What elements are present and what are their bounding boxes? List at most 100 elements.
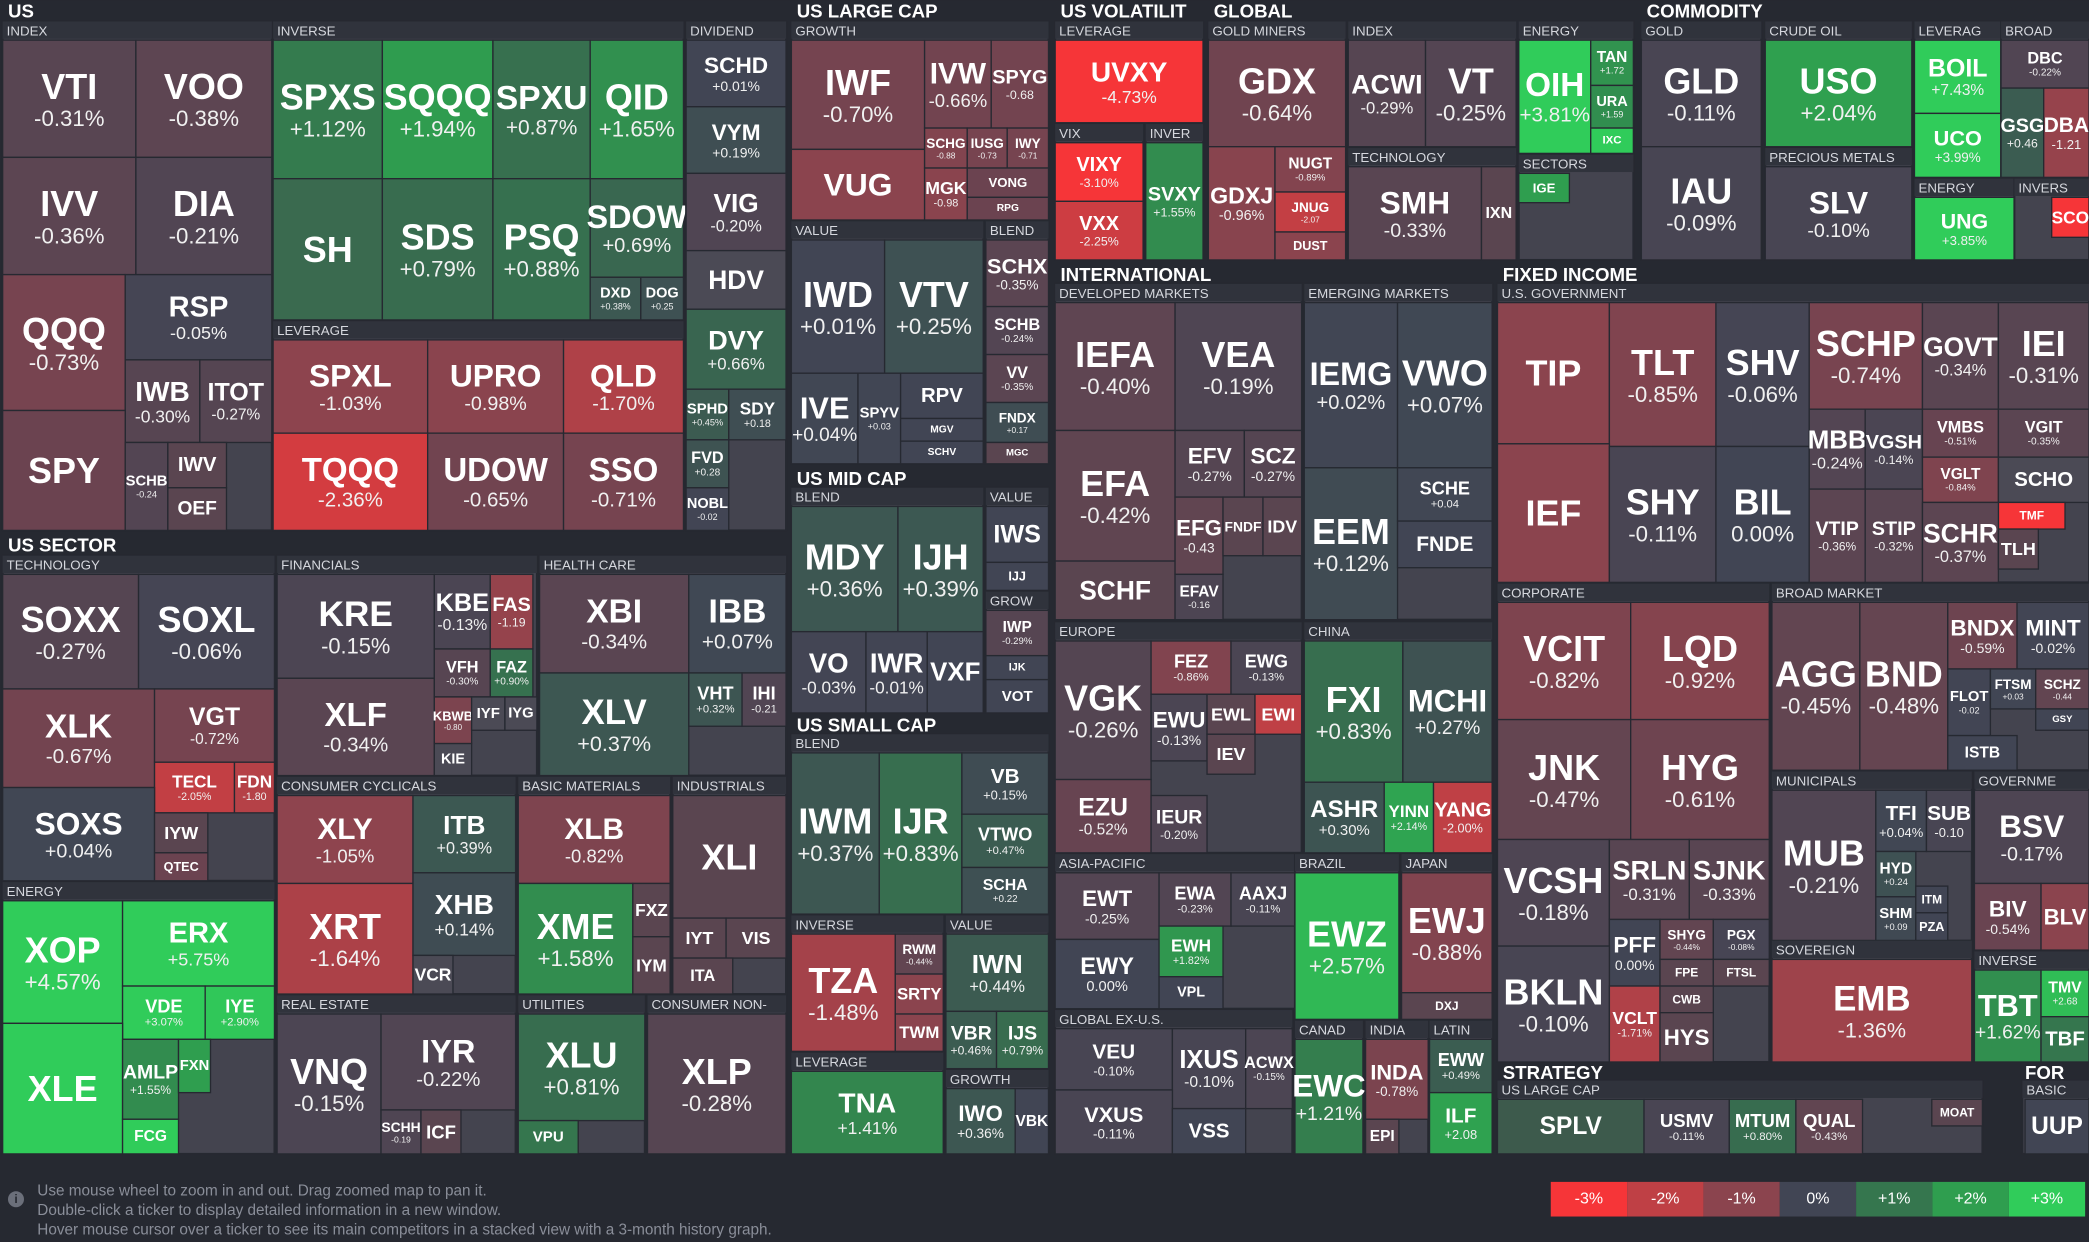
ticker-symbol[interactable]: VNQ [290,1051,368,1092]
ticker-symbol[interactable]: VEA [1201,334,1275,375]
ticker-change[interactable]: +0.07% [1407,392,1483,417]
ticker-tile[interactable] [1659,985,1714,1014]
ticker-symbol[interactable]: IVE [800,390,850,425]
ticker-symbol[interactable]: EFAV [1179,583,1219,600]
ticker-symbol[interactable]: FNDE [1416,533,1473,556]
ticker-tile[interactable] [894,933,944,975]
ticker-tile[interactable] [685,249,787,310]
ticker-tile[interactable] [276,573,435,679]
ticker-change[interactable]: +1.62% [1975,1022,2041,1043]
ticker-symbol[interactable]: SDOW [586,199,687,235]
ticker-tile[interactable] [685,308,787,390]
ticker-change[interactable]: -0.19 [391,1135,411,1145]
ticker-change[interactable]: -1.71% [1617,1028,1652,1040]
ticker-tile[interactable] [489,573,534,650]
ticker-tile[interactable] [1913,196,2016,261]
ticker-tile[interactable] [1640,146,1762,261]
ticker-symbol[interactable]: IJR [893,801,949,842]
ticker-symbol[interactable]: ACWX [1244,1054,1294,1072]
ticker-tile[interactable] [420,1109,462,1155]
ticker-symbol[interactable]: IEUR [1156,807,1202,829]
ticker-change[interactable]: -0.31% [1623,885,1676,904]
ticker-change[interactable]: +0.01% [800,314,876,339]
ticker-symbol[interactable]: GSG [2000,115,2044,137]
ticker-change[interactable]: +2.14% [1391,821,1428,833]
ticker-tile[interactable] [517,794,671,885]
ticker-symbol[interactable]: TNA [838,1088,896,1119]
ticker-tile[interactable] [894,1013,944,1052]
ticker-symbol[interactable]: ICF [426,1121,456,1142]
ticker-symbol[interactable]: SPYG [992,66,1047,88]
ticker-symbol[interactable]: IEMG [1310,356,1393,392]
ticker-symbol[interactable]: TBF [2045,1028,2085,1050]
ticker-tile[interactable] [1,409,126,532]
ticker-symbol[interactable]: IWF [825,62,891,103]
ticker-symbol[interactable]: GDXJ [1210,182,1273,208]
ticker-symbol[interactable]: SOXX [21,599,121,640]
ticker-symbol[interactable]: VOO [164,66,244,107]
ticker-tile[interactable] [883,239,984,374]
ticker-change[interactable]: -0.15% [294,1091,364,1116]
ticker-tile[interactable] [1402,640,1493,783]
ticker-tile[interactable] [899,372,984,420]
ticker-change[interactable]: -0.25% [1436,101,1506,126]
ticker-change[interactable]: +1.21% [1296,1103,1362,1125]
ticker-tile[interactable] [985,561,1050,592]
ticker-change[interactable]: -0.20% [1160,828,1198,842]
ticker-change[interactable]: +0.45% [692,418,723,428]
ticker-tile[interactable] [672,917,727,959]
ticker-change[interactable]: -0.34% [581,631,647,654]
ticker-change[interactable]: -0.35% [2028,437,2060,448]
ticker-change[interactable]: -0.10% [1518,1011,1588,1036]
ticker-symbol[interactable]: SRTY [897,985,941,1004]
ticker-change[interactable]: -0.22% [2029,68,2061,79]
ticker-tile[interactable] [790,933,896,1052]
ticker-change[interactable]: +5.75% [168,949,229,969]
ticker-symbol[interactable]: XLI [701,836,757,877]
ticker-symbol[interactable]: FTSL [1726,966,1756,980]
ticker-symbol[interactable]: SCHP [1816,323,1916,364]
ticker-tile[interactable] [1496,945,1611,1063]
ticker-change[interactable]: +0.36% [957,1126,1004,1141]
ticker-change[interactable]: -0.38% [169,106,239,131]
ticker-tile[interactable] [1496,301,1611,445]
ticker-symbol[interactable]: EFA [1080,463,1150,504]
ticker-change[interactable]: +0.36% [807,576,883,601]
ticker-change[interactable]: +0.01% [712,78,760,94]
ticker-tile[interactable] [1931,1098,1984,1127]
ticker-tile[interactable] [380,1013,517,1111]
ticker-symbol[interactable]: KBWB [433,708,473,723]
ticker-symbol[interactable]: ITA [690,967,715,985]
ticker-change[interactable]: +0.04% [45,841,112,863]
ticker-symbol[interactable]: BNDX [1950,615,2014,640]
ticker-tile[interactable] [121,1118,180,1155]
ticker-symbol[interactable]: IWR [870,647,924,678]
ticker-symbol[interactable]: SCHA [983,877,1028,894]
ticker-change[interactable]: -0.02 [1959,705,1980,715]
ticker-symbol[interactable]: VXF [930,658,980,686]
ticker-tile[interactable] [741,672,787,727]
ticker-symbol[interactable]: VTI [41,66,97,107]
ticker-tile[interactable] [966,167,1050,199]
ticker-tile[interactable] [1728,1098,1797,1155]
ticker-tile[interactable] [121,985,206,1040]
ticker-symbol[interactable]: DUST [1293,239,1328,253]
ticker-symbol[interactable]: IWY [1015,136,1041,151]
ticker-change[interactable]: -0.21 [751,704,777,716]
ticker-symbol[interactable]: XLP [682,1051,752,1092]
ticker-symbol[interactable]: SHYG [1667,927,1705,942]
ticker-tile[interactable] [632,936,671,995]
ticker-symbol[interactable]: VPL [1177,985,1205,1001]
ticker-change[interactable]: +0.28 [695,467,721,478]
ticker-change[interactable]: +0.83% [1316,719,1392,744]
ticker-tile[interactable] [1947,601,2018,670]
ticker-symbol[interactable]: SH [303,229,353,270]
ticker-change[interactable]: -0.45% [1781,694,1851,719]
ticker-change[interactable]: -0.16 [1188,600,1210,611]
ticker-tile[interactable] [790,39,926,151]
ticker-symbol[interactable]: IYT [685,928,713,948]
ticker-symbol[interactable]: RWM [902,942,936,957]
ticker-change[interactable]: -0.35% [996,278,1039,293]
ticker-tile[interactable] [985,239,1050,308]
ticker-change[interactable]: -0.88 [936,151,955,161]
